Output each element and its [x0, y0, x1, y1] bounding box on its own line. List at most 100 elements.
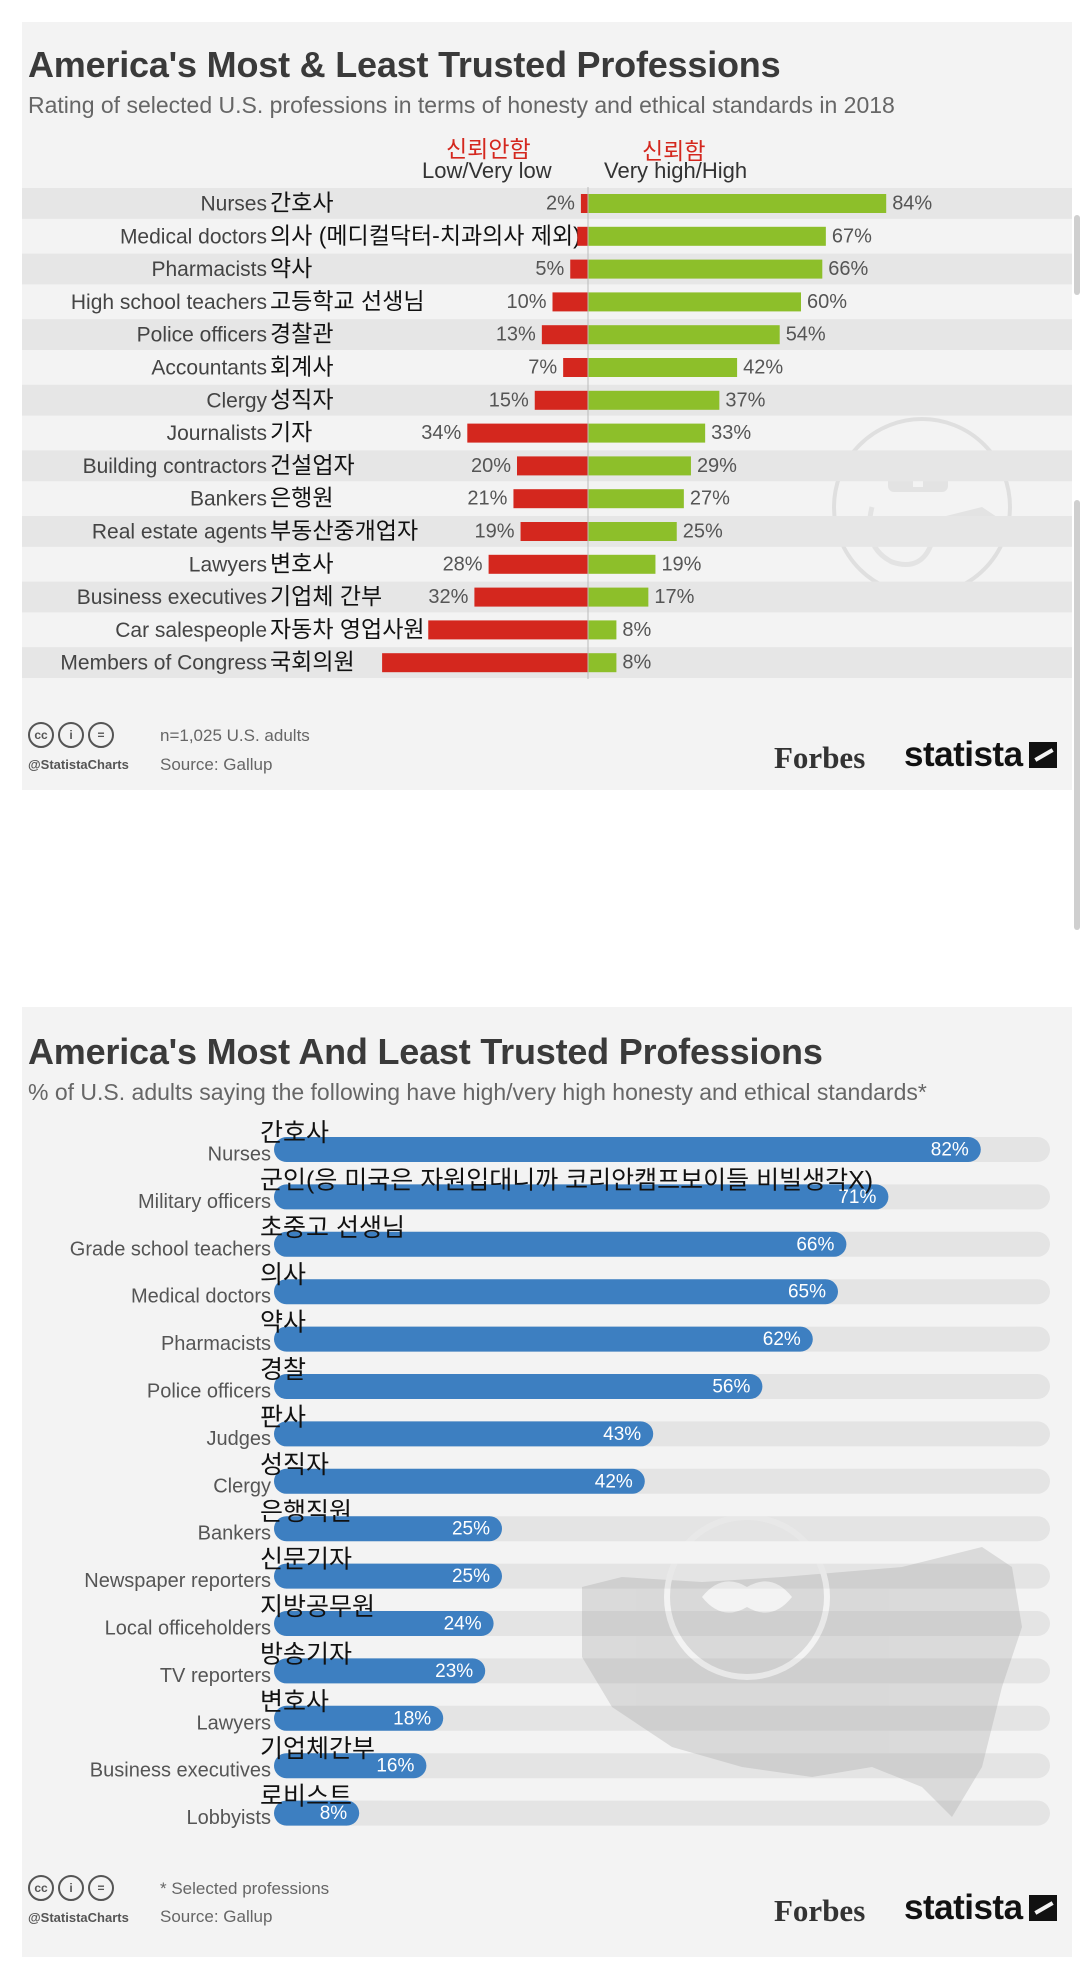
chart1-bar-low: [570, 259, 588, 279]
chart1-bar-high: [588, 620, 617, 640]
chart2-category-label: Police officers: [147, 1381, 271, 1403]
chart1-category-label: Lawyers: [189, 553, 267, 576]
chart1-bar-low: [580, 194, 588, 213]
chart2-bar: [274, 1326, 813, 1352]
chart2-bar-track: [274, 1753, 1050, 1779]
statista-logo: statista: [904, 735, 1057, 775]
statista-handle: @StatistaCharts: [28, 757, 129, 772]
scrollbar-right[interactable]: [1074, 500, 1080, 930]
chart1-data-label-high: 29%: [697, 455, 737, 477]
chart1-bar-low: [513, 489, 588, 509]
chart-card-2: America's Most And Least Trusted Profess…: [22, 1007, 1072, 1957]
chart1-bar-low: [488, 554, 588, 574]
chart2-category-label-kr: 변호사: [260, 1688, 329, 1716]
chart1-category-label-kr: 경찰관: [270, 321, 333, 347]
chart2-data-label: 25%: [452, 1566, 490, 1587]
chart2-bar: [274, 1563, 502, 1589]
chart1-category-label: Medical doctors: [120, 225, 267, 248]
chart-card-1: America's Most & Least Trusted Professio…: [22, 22, 1072, 790]
chart2-category-label: Lawyers: [197, 1712, 271, 1734]
chart2-bar-track: [274, 1800, 1050, 1826]
chart2-category-label: Newspaper reporters: [84, 1570, 271, 1592]
chart1-data-label-high: 37%: [725, 389, 765, 411]
chart2-category-label: Clergy: [213, 1475, 271, 1497]
chart2-category-label-kr: 의사: [260, 1261, 306, 1289]
chart1-bar-low: [382, 653, 588, 673]
statista-logo-text: statista: [904, 735, 1023, 774]
chart1-data-label-high: 42%: [743, 357, 783, 379]
chart2-bar: [274, 1705, 444, 1731]
chart1-bar-high: [588, 423, 706, 443]
chart2-category-label: Nurses: [208, 1144, 271, 1166]
chart2-note: * Selected professions: [160, 1879, 330, 1898]
chart2-data-label: 43%: [603, 1424, 641, 1445]
cc-icon: cc: [28, 1875, 54, 1901]
chart1-data-label-low: 10%: [506, 291, 546, 313]
statista-logo-text: statista: [904, 1888, 1023, 1927]
chart1-bar-high: [588, 554, 656, 574]
chart1-low-header: Low/Very low: [422, 158, 552, 183]
chart1-data-label-high: 54%: [786, 324, 826, 346]
chart1-bar-high: [588, 358, 738, 377]
chart1-data-label-low: 20%: [471, 455, 511, 477]
chart1-category-label-kr: 국회의원: [270, 649, 355, 675]
chart1-category-label: High school teachers: [71, 291, 267, 314]
chart2-bar: [274, 1516, 502, 1542]
scrollbar-top[interactable]: [1074, 215, 1080, 295]
chart2-bar: [274, 1800, 360, 1826]
chart2-plot: Nurses 82% 간호사 Military officers 71%군인(응 미국은…: [70, 1119, 1050, 1829]
chart1-data-label-high: 66%: [828, 258, 868, 280]
chart2-category-label-kr: 군인(응 미국은 자원입대니까 코리안캠프보이들 비빌생각X): [260, 1166, 873, 1194]
chart2-data-label: 66%: [796, 1234, 834, 1255]
chart1-bar-low: [534, 390, 588, 410]
chart1-note: n=1,025 U.S. adults: [160, 726, 310, 745]
chart2-bar: [274, 1231, 847, 1257]
chart2-data-label: 56%: [712, 1377, 750, 1398]
chart1-data-label-high: 60%: [807, 291, 847, 313]
chart1-category-label-kr: 부동산중개업자: [270, 518, 418, 544]
chart1-bar-low: [563, 358, 588, 377]
chart2-watermark-map-icon: [582, 1514, 1022, 1817]
chart2-bar: [274, 1374, 763, 1399]
chart1-bar-low: [577, 226, 588, 246]
chart1-source: Source: Gallup: [160, 755, 273, 774]
chart2-category-label-kr: 경찰: [260, 1356, 306, 1384]
chart2-category-label-kr: 은행직원: [260, 1498, 352, 1526]
chart2-category-label-kr: 로비스트: [260, 1783, 352, 1811]
chart1-category-label-kr: 기업체 간부: [270, 583, 382, 609]
chart1-bar-high: [588, 292, 801, 312]
chart2-category-label-kr: 약사: [260, 1309, 306, 1337]
chart2-bar: [274, 1184, 889, 1210]
chart1-category-label: Nurses: [200, 193, 267, 216]
chart2-category-label-kr: 방송기자: [260, 1640, 352, 1668]
chart1-bar-low: [474, 587, 588, 607]
chart1-data-label-low: 32%: [428, 586, 468, 608]
statista-logo-2: statista: [904, 1888, 1057, 1928]
chart2-category-label: Business executives: [90, 1760, 271, 1782]
chart1-data-label-high: 19%: [661, 553, 701, 575]
chart2-category-label-kr: 신문기자: [260, 1546, 352, 1574]
statista-mark-icon: [1028, 1895, 1057, 1921]
chart2-category-label: Judges: [207, 1428, 272, 1450]
chart1-bar-low: [428, 620, 588, 640]
chart2-category-label: Bankers: [198, 1523, 271, 1545]
chart1-data-label-high: 8%: [622, 619, 651, 641]
chart1-category-label-kr: 변호사: [270, 550, 333, 576]
chart1-data-label-low: 34%: [421, 422, 461, 444]
chart1-data-label-low: 5%: [535, 258, 564, 280]
chart1-bar-high: [588, 390, 720, 410]
chart1-bar-low: [552, 292, 588, 312]
chart2-bar-track: [274, 1705, 1050, 1731]
chart1-data-label-high: 33%: [711, 422, 751, 444]
chart1-high-header: Very high/High: [604, 158, 748, 183]
chart2-category-label: Medical doctors: [131, 1286, 271, 1308]
chart2-source: Source: Gallup: [160, 1907, 273, 1926]
chart1-bar-low: [520, 522, 588, 541]
chart1-low-label-kr: 신뢰안함: [446, 136, 531, 162]
chart1-bar-low: [517, 456, 588, 476]
chart1-category-label-kr: 약사: [270, 255, 312, 281]
chart2-bar: [274, 1611, 494, 1636]
chart1-bar-high: [588, 325, 780, 345]
chart1-category-label: Business executives: [77, 586, 267, 609]
cc-license-icons-2: cc i =: [28, 1875, 114, 1901]
